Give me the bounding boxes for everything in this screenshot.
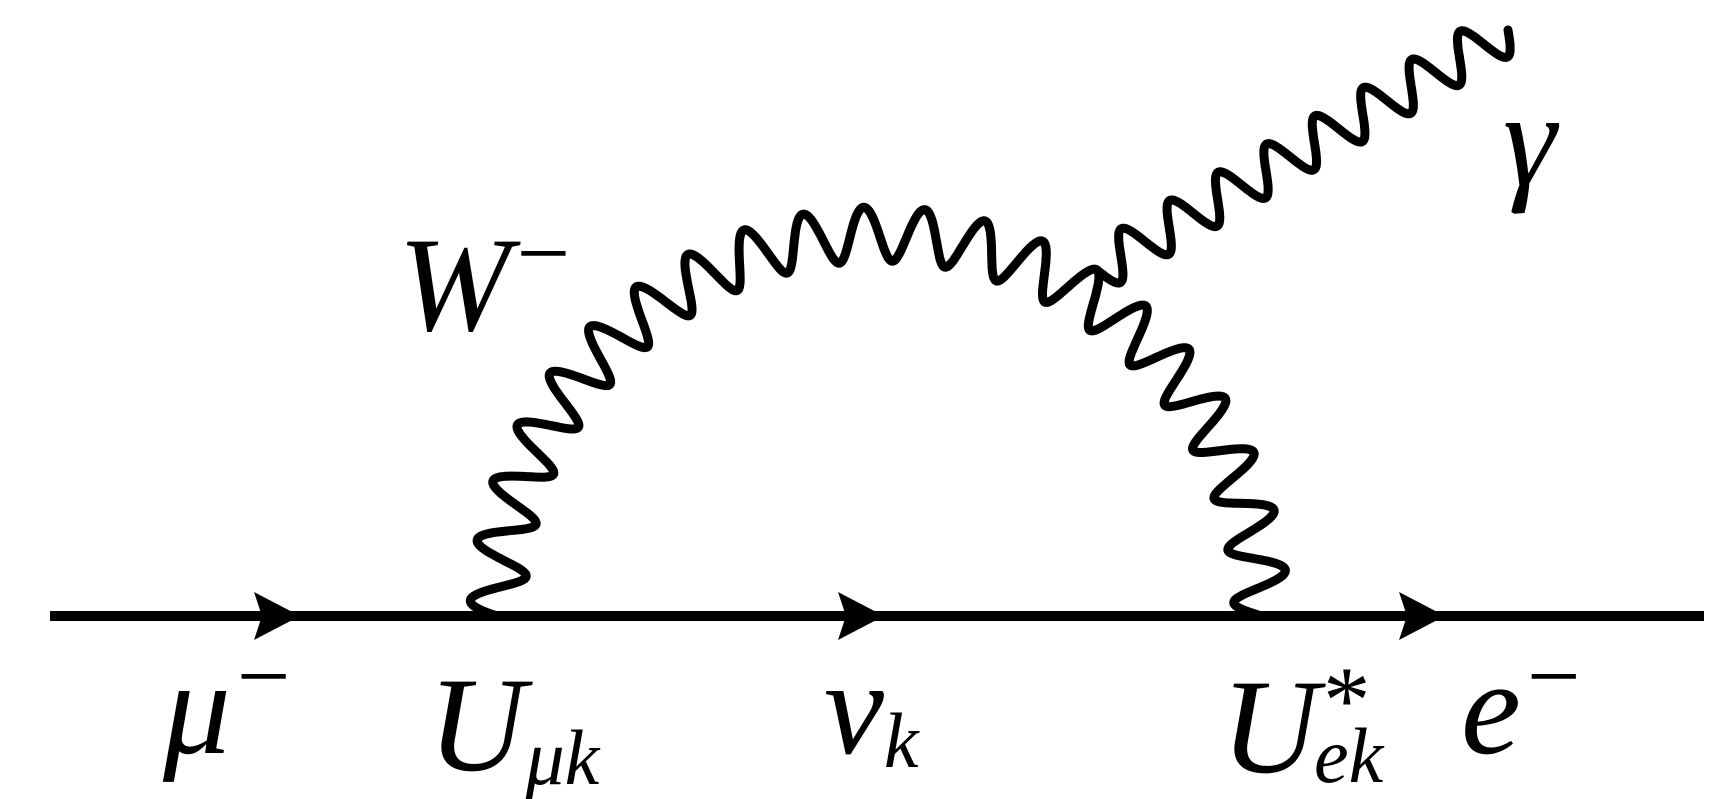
diagram-strokes [50, 25, 1704, 640]
electron-label: e− [1461, 623, 1585, 783]
muon-label: μ− [162, 623, 295, 783]
photon-label: γ [1503, 66, 1560, 215]
fermion-arrow-2 [838, 592, 884, 640]
w-boson-label: W− [398, 200, 575, 360]
mixing-matrix-left-label: Uμk [428, 651, 601, 799]
neutrino-label: νk [824, 634, 920, 784]
photon-line [1092, 25, 1515, 288]
mixing-matrix-right-label: U* ek [1221, 647, 1385, 799]
w-boson-line [465, 202, 1290, 621]
fermion-arrow-3 [1399, 592, 1445, 640]
fermion-arrow-1 [254, 592, 300, 640]
